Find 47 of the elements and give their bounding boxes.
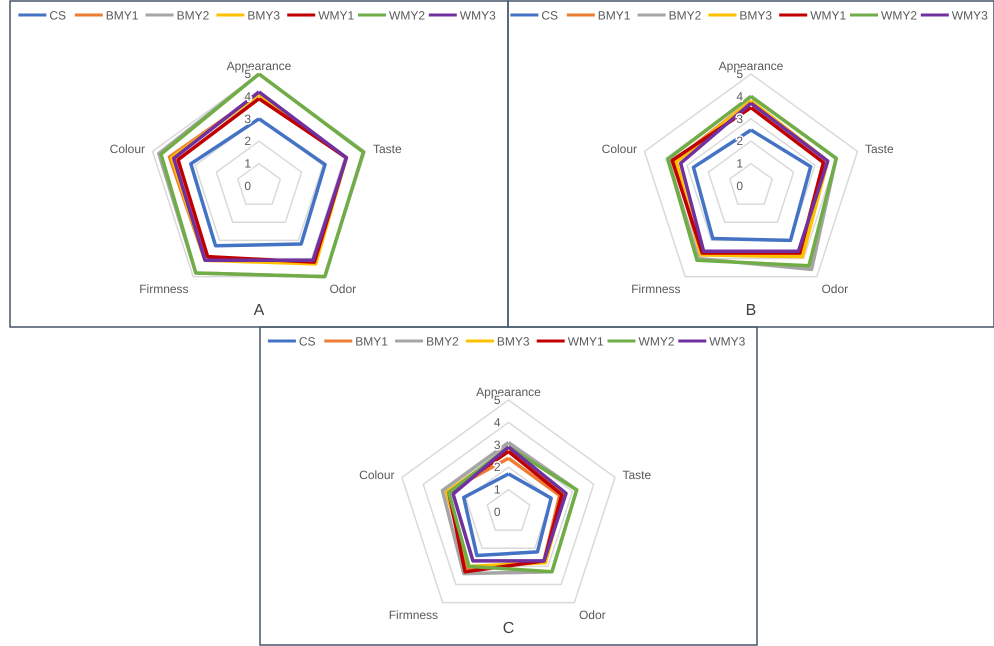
legend-label: BMY1 bbox=[106, 8, 139, 22]
y-tick-label: 0 bbox=[736, 179, 744, 193]
spoke-label: Firmness bbox=[388, 608, 438, 622]
y-tick-label: 0 bbox=[494, 505, 501, 519]
legend-label: BMY3 bbox=[496, 334, 530, 348]
legend-label: CS bbox=[541, 8, 558, 22]
text: C bbox=[502, 620, 514, 637]
spoke-label: Taste bbox=[372, 142, 402, 156]
y-tick-label: 1 bbox=[736, 156, 744, 171]
y-tick-label: 0 bbox=[244, 179, 252, 193]
text: B bbox=[746, 302, 756, 319]
spoke-label: Colour bbox=[359, 468, 395, 482]
y-tick-label: 3 bbox=[494, 438, 501, 452]
legend-label: BMY1 bbox=[598, 8, 631, 22]
spoke-label: Taste bbox=[622, 468, 652, 482]
legend-label: WMY1 bbox=[568, 334, 604, 348]
spoke-label: Taste bbox=[864, 142, 894, 156]
spoke-label: Firmness bbox=[631, 282, 681, 296]
legend-label: WMY2 bbox=[389, 8, 426, 22]
legend-label: BMY3 bbox=[739, 8, 772, 22]
legend-label: CS bbox=[49, 8, 66, 22]
spoke-label: Odor bbox=[329, 282, 356, 296]
spoke-label: Colour bbox=[602, 142, 638, 156]
y-tick-label: 1 bbox=[244, 156, 252, 171]
y-tick-label: 1 bbox=[494, 482, 501, 497]
legend-label: BMY2 bbox=[668, 8, 702, 22]
y-tick-label: 3 bbox=[244, 112, 252, 126]
y-tick-label: 4 bbox=[736, 89, 744, 104]
legend-label: WMY2 bbox=[881, 8, 918, 22]
legend-label: WMY3 bbox=[952, 8, 988, 22]
legend-label: WMY2 bbox=[638, 334, 675, 348]
legend-label: WMY1 bbox=[318, 8, 355, 22]
legend-label: WMY3 bbox=[709, 334, 746, 348]
legend-label: BMY1 bbox=[355, 334, 388, 348]
legend-label: BMY2 bbox=[176, 8, 210, 22]
legend-label: WMY3 bbox=[460, 8, 496, 22]
legend-label: CS bbox=[298, 334, 316, 348]
y-tick-label: 4 bbox=[494, 415, 501, 430]
text: A bbox=[254, 302, 265, 319]
spoke-label: Odor bbox=[578, 608, 606, 622]
spoke-label: Firmness bbox=[139, 282, 189, 296]
y-tick-label: 2 bbox=[244, 134, 252, 148]
spoke-label: Odor bbox=[821, 282, 848, 296]
legend-label: BMY2 bbox=[426, 334, 460, 348]
legend-label: WMY1 bbox=[810, 8, 847, 22]
legend-label: BMY3 bbox=[247, 8, 280, 22]
spoke-label: Colour bbox=[110, 142, 146, 156]
